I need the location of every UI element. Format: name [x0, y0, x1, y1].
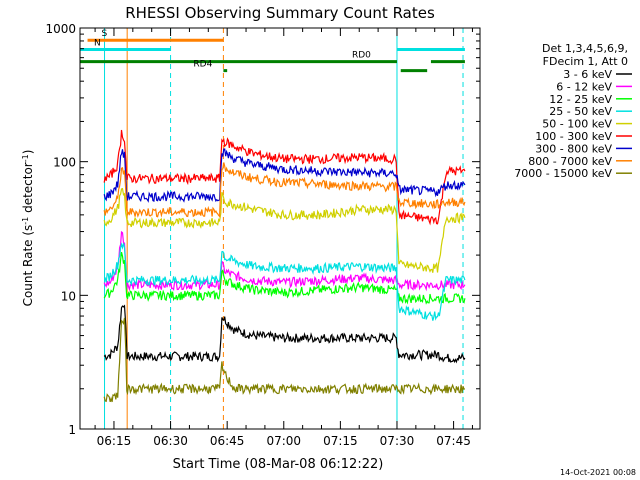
chart-title: RHESSI Observing Summary Count Rates: [125, 4, 435, 22]
flag-bar-label: RD0: [352, 51, 371, 61]
plot-area: SN RD0 RD4: [80, 28, 466, 429]
series-line: [103, 230, 466, 292]
legend-label: 50 - 100 keV: [542, 118, 612, 131]
y-tick-label: 10: [61, 289, 76, 303]
legend: Det 1,3,4,5,6,9, FDecim 1, Att 0 3 - 6 k…: [514, 42, 632, 180]
x-tick-label: 06:15: [97, 434, 132, 448]
series-line: [103, 317, 466, 403]
y-axis: 1 10 100 1000: [45, 22, 480, 437]
x-tick-label: 06:30: [153, 434, 188, 448]
x-tick-label: 07:30: [380, 434, 415, 448]
x-tick-label: 07:15: [323, 434, 358, 448]
series-line: [103, 187, 466, 273]
series-line: [103, 129, 466, 226]
legend-label: 800 - 7000 keV: [528, 155, 612, 168]
legend-label: 7000 - 15000 keV: [514, 167, 612, 180]
y-tick-label: 1000: [45, 22, 76, 36]
x-axis-label: Start Time (08-Mar-08 06:12:22): [173, 457, 384, 472]
legend-label: 12 - 25 keV: [549, 93, 612, 106]
plot-frame: [79, 27, 481, 430]
legend-label: 25 - 50 keV: [549, 105, 612, 118]
series-line: [103, 304, 466, 364]
legend-header-line: FDecim 1, Att 0: [543, 55, 628, 68]
y-tick-label: 1: [68, 423, 76, 437]
y-axis-label: Count Rate (s-1 detector-1): [21, 150, 36, 307]
series-line: [103, 148, 466, 203]
footer-date: 14-Oct-2021 00:08: [560, 468, 636, 477]
x-tick-label: 07:00: [266, 434, 301, 448]
series-line: [104, 242, 466, 321]
legend-header-line: Det 1,3,4,5,6,9,: [542, 42, 628, 55]
legend-label: 300 - 800 keV: [535, 142, 612, 155]
legend-label: 100 - 300 keV: [535, 130, 612, 143]
legend-label: 6 - 12 keV: [556, 80, 612, 93]
y-tick-label: 100: [53, 156, 76, 170]
series-line: [103, 251, 466, 305]
flag-bar-label: RD4: [193, 60, 212, 70]
flag-bar-label: S: [102, 29, 108, 39]
legend-label: 3 - 6 keV: [563, 68, 612, 81]
x-tick-label: 06:45: [210, 434, 245, 448]
flag-bar-label: N: [94, 39, 101, 49]
x-tick-label: 07:45: [436, 434, 471, 448]
series-line: [103, 162, 466, 218]
x-axis: 06:15 06:30 06:45 07:00 07:15 07:30 07:45: [94, 28, 473, 448]
